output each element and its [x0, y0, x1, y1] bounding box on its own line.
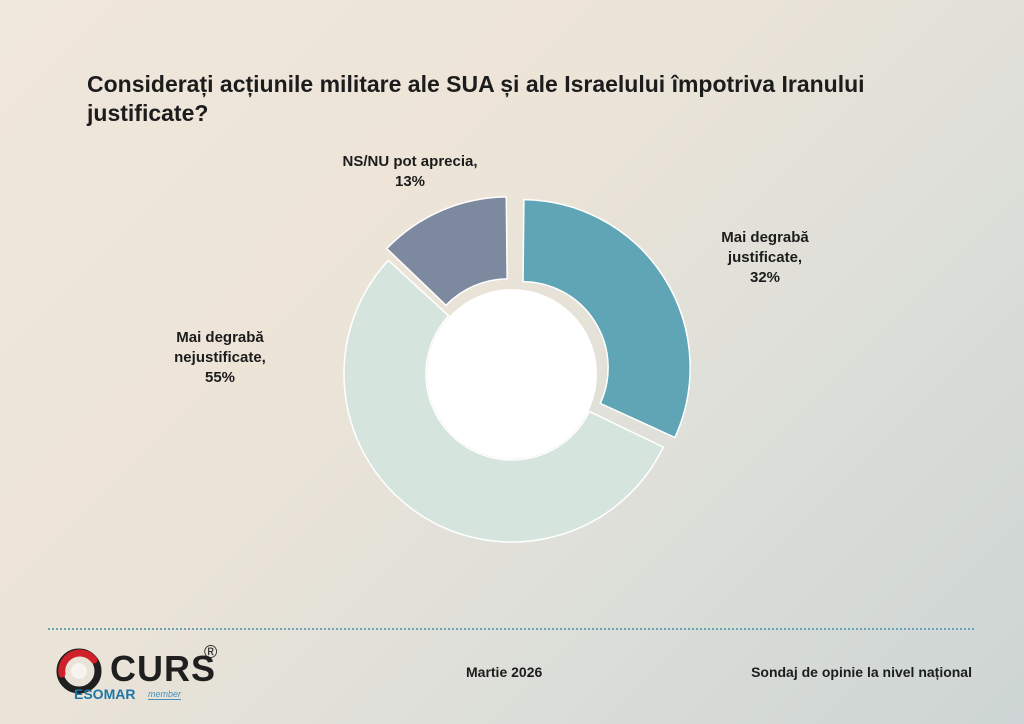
label-ns-name: NS/NU pot aprecia, — [342, 153, 478, 170]
label-mai-degraba-justificate: Mai degrabă justificate, 32% — [690, 228, 840, 288]
chart-title: Considerați acțiunile militare ale SUA ș… — [87, 71, 865, 126]
footer-note: Sondaj de opinie la nivel național — [751, 664, 972, 680]
curs-logo-text: CURS — [110, 648, 217, 689]
label-just-line2: justificate, — [727, 249, 803, 266]
curs-logo-mark-icon — [56, 648, 102, 694]
esomar-member-text: member — [148, 689, 182, 700]
label-mai-degraba-nejustificate: Mai degrabă nejustificate, 55% — [140, 328, 300, 388]
footer-divider — [48, 628, 974, 630]
slice-mai-degraba-nejustificate — [343, 259, 665, 543]
label-just-value: 32% — [749, 269, 781, 286]
esomar-text: ESOMAR — [74, 686, 136, 702]
label-ns-value: 13% — [394, 173, 426, 190]
footer-date: Martie 2026 — [466, 664, 543, 680]
slice-mai-degraba-justificate — [522, 198, 691, 439]
label-just-line1: Mai degrabă — [721, 229, 809, 246]
label-ns-nu-pot-aprecia: NS/NU pot aprecia, 13% — [300, 152, 520, 192]
label-nej-line2: nejustificate, — [174, 349, 266, 366]
slice-ns-nu-pot-aprecia — [385, 196, 508, 307]
label-nej-line1: Mai degrabă — [176, 329, 264, 346]
label-nej-value: 55% — [204, 369, 236, 386]
registered-mark: ® — [204, 642, 218, 662]
curs-logo: CURS ® ESOMAR member — [56, 642, 236, 708]
donut-center — [427, 289, 597, 459]
